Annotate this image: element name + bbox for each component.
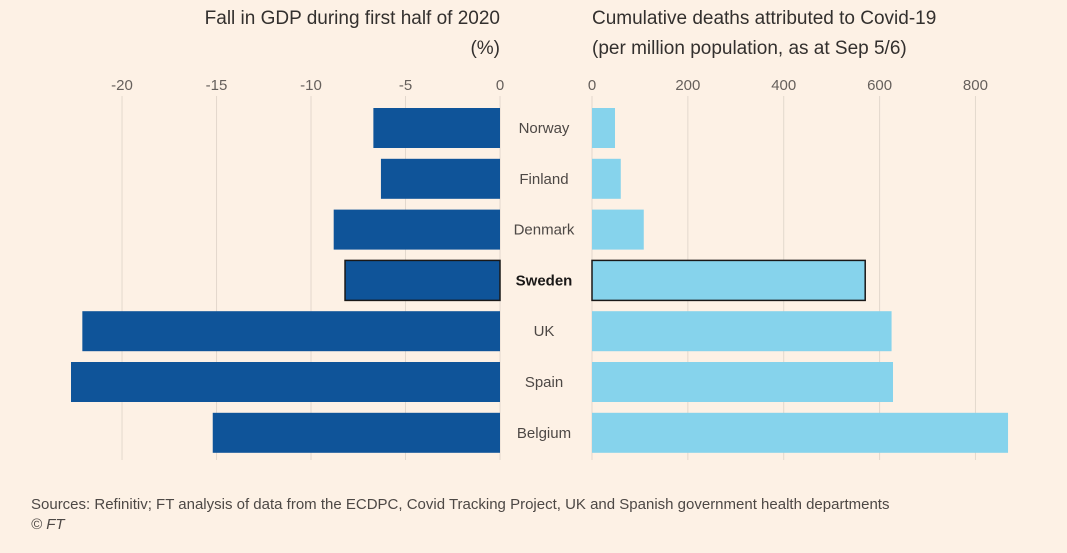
gdp-tick-label: -15 [206, 77, 228, 94]
country-label-denmark: Denmark [514, 222, 575, 239]
deaths-bar-norway [592, 108, 616, 148]
deaths-bar-spain [592, 362, 894, 402]
bars-layer [71, 108, 1009, 453]
deaths-tick-label: 800 [963, 77, 988, 94]
country-label-belgium: Belgium [517, 425, 571, 442]
country-label-spain: Spain [525, 374, 563, 391]
gdp-tick-label: 0 [496, 77, 504, 94]
labels-layer: -20 -15 -10 -5 0 0 200 400 600 800 Norway Finland De… [111, 77, 988, 442]
country-label-sweden: Sweden [516, 272, 573, 289]
gdp-bar-norway [373, 108, 500, 148]
gdp-bar-uk [82, 311, 501, 352]
gdp-title-line2: (%) [470, 38, 500, 59]
gdp-tick-label: -10 [300, 77, 322, 94]
deaths-tick-label: 400 [771, 77, 796, 94]
gdp-tick-label: -5 [399, 77, 412, 94]
gdp-bar-sweden [344, 259, 501, 302]
gdp-title-line1: Fall in GDP during first half of 2020 [205, 8, 500, 29]
country-label-norway: Norway [519, 120, 570, 137]
deaths-tick-label: 0 [588, 77, 596, 94]
gdp-bar-spain [71, 362, 500, 402]
gdp-bar-finland [380, 158, 500, 199]
country-label-uk: UK [534, 323, 555, 340]
gdp-bar-denmark [333, 209, 500, 250]
deaths-title-line1: Cumulative deaths attributed to Covid-19 [592, 8, 936, 29]
chart: Fall in GDP during first half of 2020 (%… [71, 8, 1009, 460]
country-label-finland: Finland [519, 171, 568, 188]
deaths-tick-label: 200 [675, 77, 700, 94]
gdp-tick-label: -20 [111, 77, 133, 94]
deaths-bar-sweden [591, 259, 866, 302]
source-note: Sources: Refinitiv; FT analysis of data … [31, 495, 889, 535]
gdp-bar-belgium [212, 412, 500, 453]
copyright-text: © FT [31, 516, 65, 533]
deaths-bar-finland [592, 158, 621, 199]
source-text: Sources: Refinitiv; FT analysis of data … [31, 496, 890, 513]
deaths-bar-uk [592, 311, 892, 352]
deaths-tick-label: 600 [867, 77, 892, 94]
deaths-bar-denmark [592, 209, 644, 250]
deaths-title-line2: (per million population, as at Sep 5/6) [592, 38, 907, 59]
deaths-bar-belgium [592, 412, 1009, 453]
